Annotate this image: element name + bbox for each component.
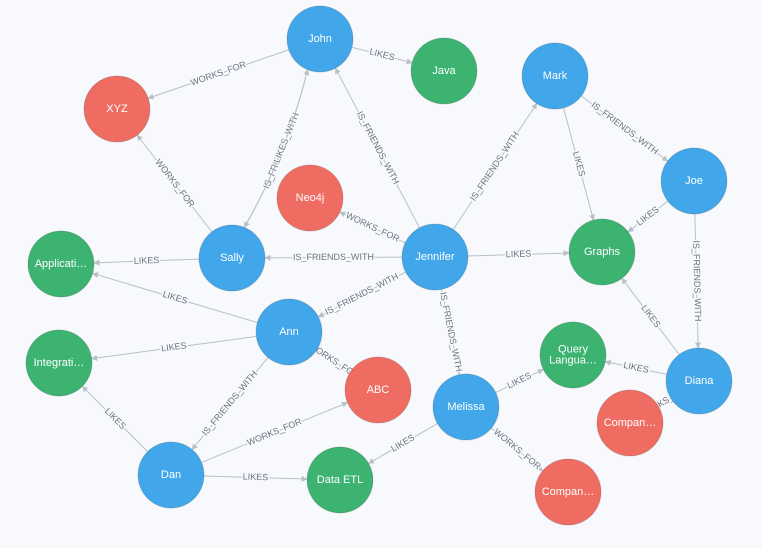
edge-label: LIKES bbox=[571, 150, 587, 177]
node-circle[interactable] bbox=[569, 219, 635, 285]
node-circle[interactable] bbox=[287, 6, 353, 72]
edge-label: IS_FRIENDS_WITH bbox=[323, 271, 400, 317]
node-circle[interactable] bbox=[307, 447, 373, 513]
node-jennifer[interactable]: Jennifer bbox=[402, 224, 468, 290]
edge-label: IS_FRIENDS_WITH bbox=[293, 252, 374, 262]
graph-canvas: WORKS_FORLIKESIS_FRIENDS_WITHLIKESWORKS_… bbox=[0, 0, 762, 548]
node-circle[interactable] bbox=[199, 225, 265, 291]
nodes-layer: John Mark Joe Sally Jennifer Ann Melissa Dan Dia… bbox=[26, 6, 732, 525]
node-sally[interactable]: Sally bbox=[199, 225, 265, 291]
node-diana[interactable]: Diana bbox=[666, 348, 732, 414]
node-integ[interactable]: Integrati… bbox=[26, 330, 92, 396]
edge-label: LIKES bbox=[369, 46, 396, 62]
node-ann[interactable]: Ann bbox=[256, 299, 322, 365]
node-circle[interactable] bbox=[26, 330, 92, 396]
node-joe[interactable]: Joe bbox=[661, 148, 727, 214]
node-dataetl[interactable]: Data ETL bbox=[307, 447, 373, 513]
edge-label: LIKES bbox=[243, 472, 269, 483]
edge-label: LIKES bbox=[506, 370, 533, 390]
node-mark[interactable]: Mark bbox=[522, 43, 588, 109]
edge-label: LIKES bbox=[134, 255, 160, 266]
node-graphs[interactable]: Graphs bbox=[569, 219, 635, 285]
node-circle[interactable] bbox=[522, 43, 588, 109]
edge-label: IS_FRIENDS_WITH bbox=[590, 100, 661, 157]
edge-label: WORKS_FOR bbox=[246, 416, 304, 447]
node-dan[interactable]: Dan bbox=[138, 442, 204, 508]
node-circle[interactable] bbox=[540, 322, 606, 388]
node-circle[interactable] bbox=[433, 374, 499, 440]
node-abc[interactable]: ABC bbox=[345, 357, 411, 423]
edge-label: IS_FRIENDS_WITH bbox=[438, 291, 464, 372]
node-comp1[interactable]: Compan… bbox=[597, 390, 663, 456]
node-comp2[interactable]: Compan… bbox=[535, 459, 601, 525]
edge-label: LIKES bbox=[103, 406, 128, 431]
node-circle[interactable] bbox=[256, 299, 322, 365]
node-circle[interactable] bbox=[411, 38, 477, 104]
node-circle[interactable] bbox=[138, 442, 204, 508]
node-neo4j[interactable]: Neo4j bbox=[277, 165, 343, 231]
node-query[interactable]: QueryLangua… bbox=[540, 322, 606, 388]
node-circle[interactable] bbox=[28, 231, 94, 297]
edge-label: LIKES bbox=[639, 303, 662, 329]
node-john[interactable]: John bbox=[287, 6, 353, 72]
edge-label: WORKS_FOR bbox=[189, 59, 248, 88]
node-java[interactable]: Java bbox=[411, 38, 477, 104]
edge-label: LIKES bbox=[389, 432, 416, 453]
edge-label: IS_FRIENDS_WITH bbox=[691, 240, 703, 321]
node-applic[interactable]: Applicati… bbox=[28, 231, 94, 297]
edge-label: LIKES bbox=[506, 248, 532, 259]
node-melissa[interactable]: Melissa bbox=[433, 374, 499, 440]
edge-label: IS_FRIENDS_WITH bbox=[200, 369, 259, 438]
node-circle[interactable] bbox=[535, 459, 601, 525]
edge-label: IS_FRIENDS_WITH bbox=[355, 110, 402, 186]
node-circle[interactable] bbox=[666, 348, 732, 414]
edge-label: LIKES bbox=[161, 340, 188, 353]
node-circle[interactable] bbox=[661, 148, 727, 214]
node-circle[interactable] bbox=[345, 357, 411, 423]
edge-label: WORKS_FOR bbox=[492, 427, 543, 472]
edge-label: LIKES bbox=[162, 289, 189, 306]
edge-label: LIKES bbox=[623, 360, 650, 375]
node-xyz[interactable]: XYZ bbox=[84, 76, 150, 142]
edge-label: WORKS_FOR bbox=[344, 210, 401, 244]
edge-label: LIKES bbox=[634, 204, 660, 228]
node-circle[interactable] bbox=[277, 165, 343, 231]
node-circle[interactable] bbox=[597, 390, 663, 456]
node-circle[interactable] bbox=[84, 76, 150, 142]
edge-label: WORKS_FOR bbox=[153, 157, 197, 209]
edge-label: IS_FRIENDS_WITH bbox=[468, 130, 521, 203]
node-circle[interactable] bbox=[402, 224, 468, 290]
edge-label: LIKES bbox=[272, 137, 291, 164]
